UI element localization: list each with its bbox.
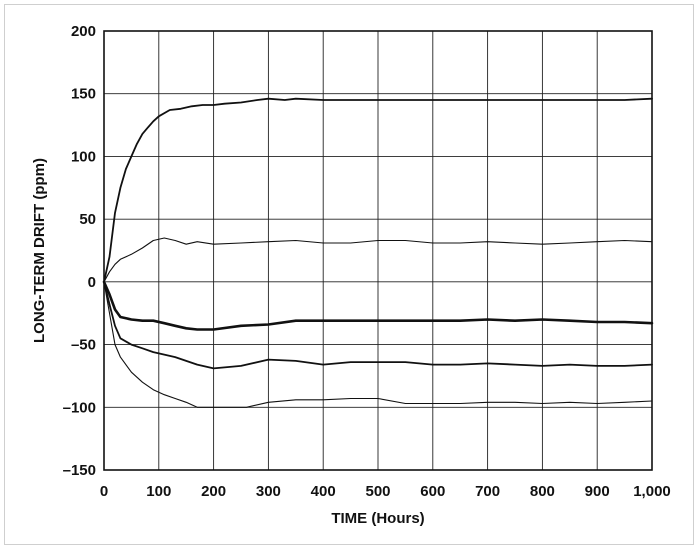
x-tick-label: 300 [256, 483, 281, 500]
y-tick-label: 150 [71, 86, 96, 103]
y-tick-label: 100 [71, 148, 96, 165]
y-tick-label: –50 [71, 337, 96, 354]
x-tick-label: 400 [311, 483, 336, 500]
x-tick-label: 800 [530, 483, 555, 500]
y-tick-labels: 200 150 100 50 0 –50 –100 –150 [63, 23, 96, 479]
y-tick-label: 0 [88, 274, 96, 291]
y-tick-label: –150 [63, 462, 96, 479]
x-tick-label: 1,000 [633, 483, 671, 500]
series-line-5 [103, 281, 653, 408]
x-tick-label: 600 [420, 483, 445, 500]
chart-frame [4, 4, 694, 545]
y-tick-label: 200 [71, 23, 96, 40]
plot-border [103, 30, 653, 471]
x-tick-label: 500 [365, 483, 390, 500]
series-line-3 [102, 280, 654, 331]
x-tick-labels: 0 100 200 300 400 500 600 700 800 900 1,000 [100, 483, 671, 500]
series-lines [102, 97, 654, 408]
x-tick-label: 900 [585, 483, 610, 500]
x-tick-label: 200 [201, 483, 226, 500]
x-tick-label: 0 [100, 483, 108, 500]
grid-lines [103, 30, 653, 471]
x-tick-label: 100 [146, 483, 171, 500]
series-line-2 [103, 237, 653, 283]
y-axis-title: LONG-TERM DRIFT (ppm) [31, 158, 48, 343]
y-tick-label: –100 [63, 399, 96, 416]
x-axis-title: TIME (Hours) [331, 510, 424, 527]
series-line-1 [103, 97, 653, 283]
x-tick-label: 700 [475, 483, 500, 500]
series-line-4 [103, 280, 653, 370]
y-tick-label: 50 [79, 211, 96, 228]
